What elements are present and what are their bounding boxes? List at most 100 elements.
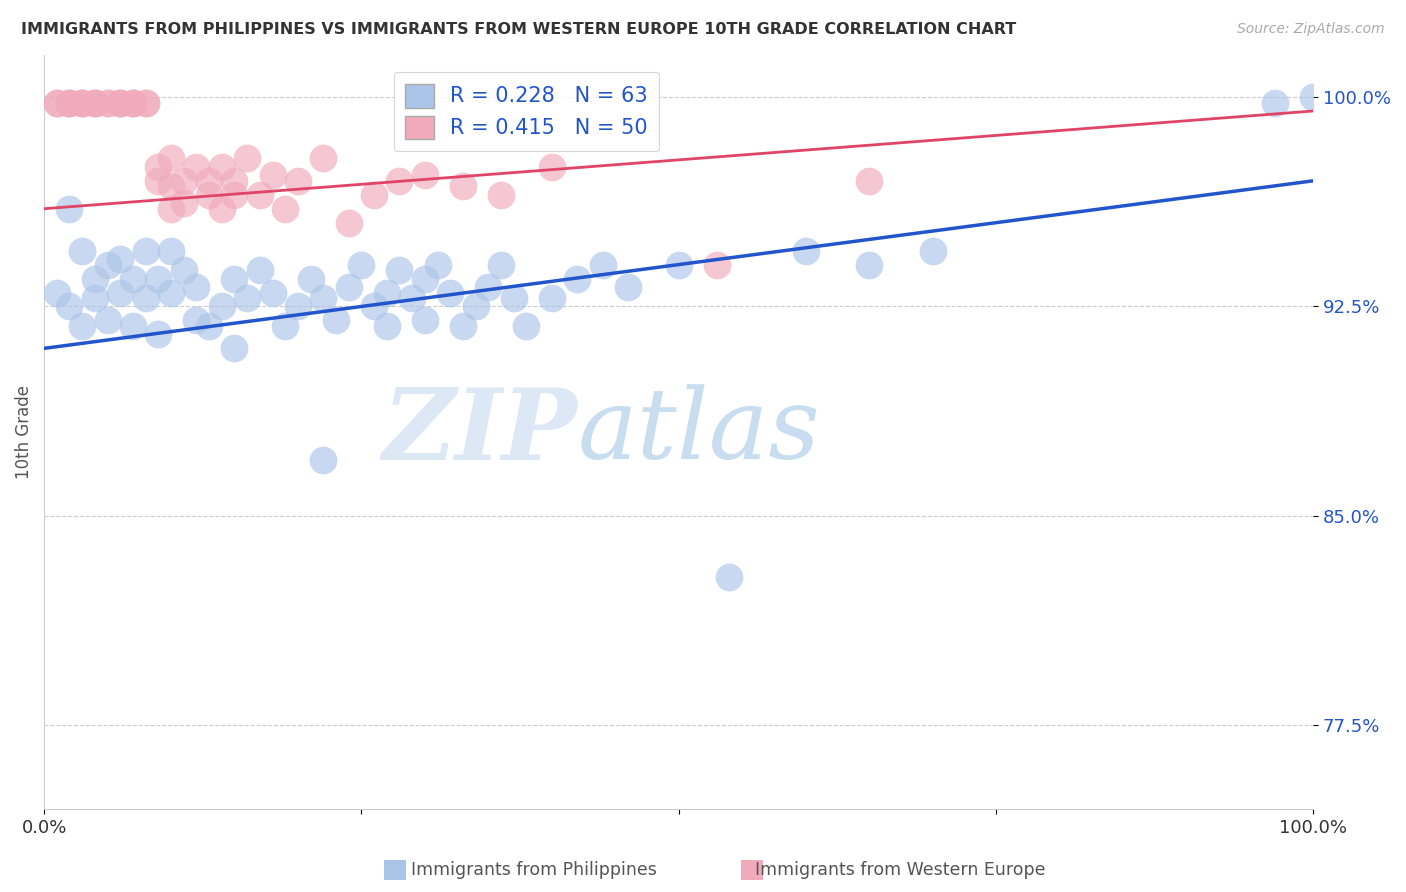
Point <box>262 168 284 182</box>
Point <box>224 174 246 188</box>
Point <box>337 216 360 230</box>
Text: Immigrants from Philippines: Immigrants from Philippines <box>412 861 657 879</box>
Point <box>413 168 436 182</box>
Point <box>451 179 474 194</box>
Point <box>135 95 157 110</box>
Point <box>413 271 436 285</box>
Text: ZIP: ZIP <box>382 384 576 481</box>
Point <box>186 160 208 174</box>
Point <box>198 318 221 333</box>
Point <box>224 187 246 202</box>
Point <box>325 313 347 327</box>
Point <box>706 258 728 272</box>
Point <box>70 95 93 110</box>
Point <box>122 95 145 110</box>
Point <box>426 258 449 272</box>
Point <box>97 313 120 327</box>
Point <box>337 280 360 294</box>
Point <box>70 318 93 333</box>
Point <box>375 285 398 300</box>
Point <box>173 174 195 188</box>
Point <box>58 95 80 110</box>
Point <box>464 300 486 314</box>
Point <box>135 95 157 110</box>
Point <box>249 263 271 277</box>
Point <box>858 174 880 188</box>
Text: atlas: atlas <box>576 384 820 480</box>
Point <box>58 300 80 314</box>
Point <box>439 285 461 300</box>
Point <box>45 95 67 110</box>
Text: Source: ZipAtlas.com: Source: ZipAtlas.com <box>1237 22 1385 37</box>
Point <box>211 300 233 314</box>
Point <box>921 244 943 258</box>
Point <box>274 202 297 216</box>
Point <box>148 174 170 188</box>
Point <box>617 280 640 294</box>
Point <box>70 95 93 110</box>
Point <box>135 244 157 258</box>
Point <box>58 95 80 110</box>
Point <box>97 95 120 110</box>
Point <box>1264 95 1286 110</box>
Point <box>363 300 385 314</box>
Point <box>160 179 183 194</box>
Point <box>110 95 132 110</box>
Point <box>249 187 271 202</box>
Point <box>274 318 297 333</box>
Point <box>110 95 132 110</box>
Point <box>110 252 132 266</box>
Point <box>58 202 80 216</box>
Point <box>540 160 562 174</box>
Text: Immigrants from Western Europe: Immigrants from Western Europe <box>755 861 1045 879</box>
Point <box>83 95 105 110</box>
Y-axis label: 10th Grade: 10th Grade <box>15 385 32 479</box>
Point <box>148 327 170 342</box>
Point <box>173 263 195 277</box>
Point <box>592 258 614 272</box>
Point <box>477 280 499 294</box>
Point <box>122 271 145 285</box>
Point <box>135 291 157 305</box>
Point <box>515 318 537 333</box>
Point <box>97 258 120 272</box>
Point <box>173 196 195 211</box>
Point <box>312 152 335 166</box>
Point <box>718 570 741 584</box>
Point <box>668 258 690 272</box>
Point <box>262 285 284 300</box>
Point <box>299 271 322 285</box>
Point <box>287 300 309 314</box>
Point <box>287 174 309 188</box>
Point <box>489 187 512 202</box>
Point <box>186 313 208 327</box>
Point <box>58 95 80 110</box>
Point <box>794 244 817 258</box>
Point <box>198 187 221 202</box>
Point <box>110 285 132 300</box>
Legend: R = 0.228   N = 63, R = 0.415   N = 50: R = 0.228 N = 63, R = 0.415 N = 50 <box>394 72 659 151</box>
Point <box>236 152 259 166</box>
Point <box>83 291 105 305</box>
Point <box>110 95 132 110</box>
Point <box>388 263 411 277</box>
Point <box>160 285 183 300</box>
Point <box>148 271 170 285</box>
Point <box>211 202 233 216</box>
Point <box>489 258 512 272</box>
Point <box>375 318 398 333</box>
Point <box>312 453 335 467</box>
Point <box>70 244 93 258</box>
Point <box>211 160 233 174</box>
Point <box>160 244 183 258</box>
Point <box>502 291 524 305</box>
Point <box>858 258 880 272</box>
Point <box>122 95 145 110</box>
Point <box>565 271 588 285</box>
Point <box>540 291 562 305</box>
Point <box>312 291 335 305</box>
Point <box>236 291 259 305</box>
Point <box>70 95 93 110</box>
Text: IMMIGRANTS FROM PHILIPPINES VS IMMIGRANTS FROM WESTERN EUROPE 10TH GRADE CORRELA: IMMIGRANTS FROM PHILIPPINES VS IMMIGRANT… <box>21 22 1017 37</box>
Point <box>363 187 385 202</box>
